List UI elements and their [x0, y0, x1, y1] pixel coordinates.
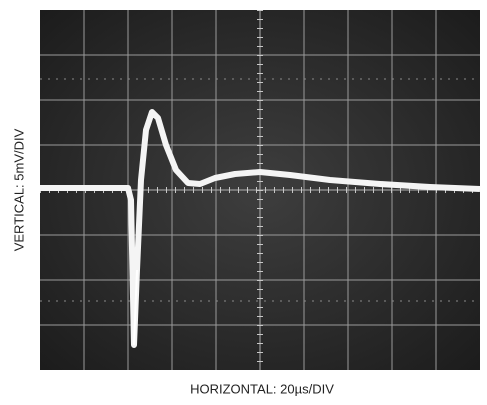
graticule — [40, 10, 480, 370]
vertical-scale-label: VERTICAL: 5mV/DIV — [11, 128, 26, 251]
horizontal-scale-label: HORIZONTAL: 20µs/DIV — [190, 381, 334, 396]
